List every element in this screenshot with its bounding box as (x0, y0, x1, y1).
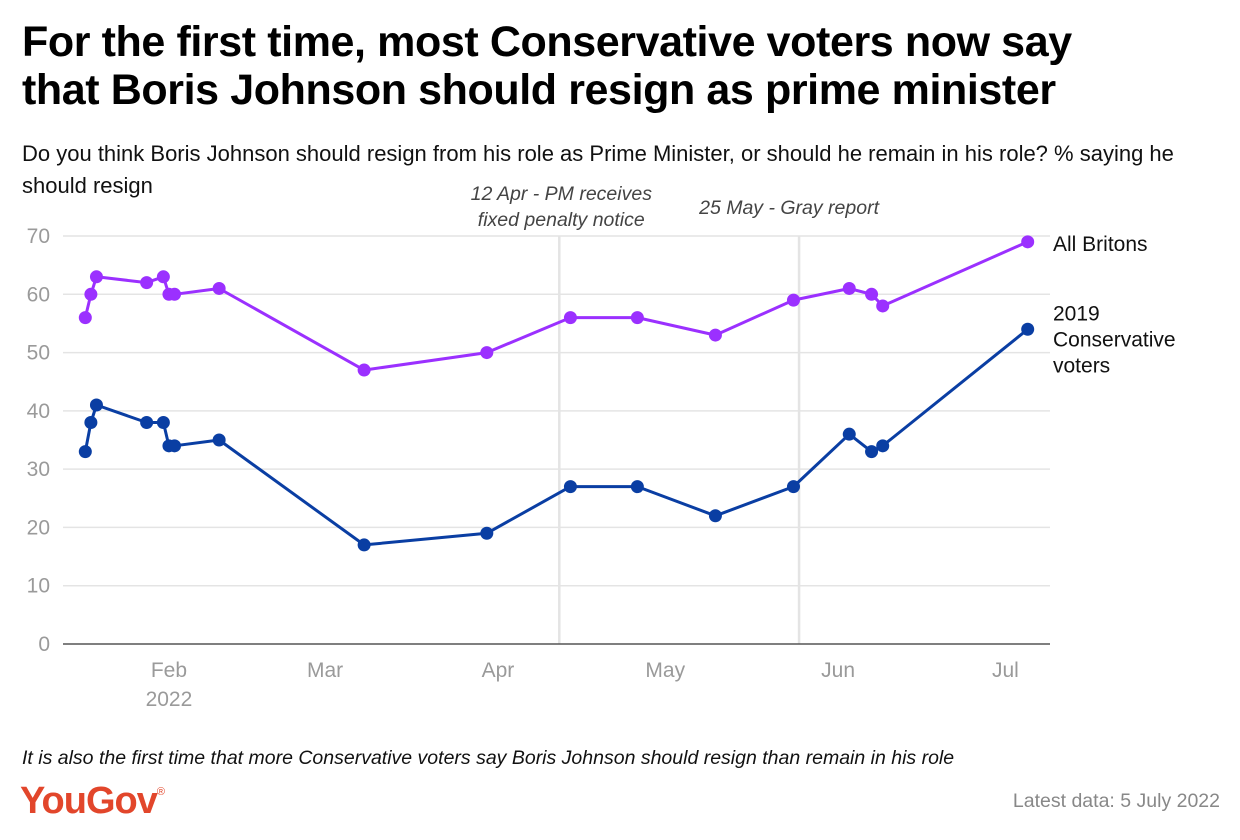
series-1-point-1 (78, 311, 92, 325)
yougov-logo: YouGov® (20, 780, 165, 822)
x-tick-label-apr: Apr (482, 659, 515, 682)
x-tick-sublabel-year: 2022 (146, 688, 193, 711)
series-2-point-9 (357, 538, 371, 552)
x-tick-label-mar: Mar (307, 659, 343, 682)
series-1-point-7 (168, 287, 182, 301)
y-tick-label-60: 60 (27, 283, 50, 306)
series-1-point-4 (140, 276, 154, 290)
x-tick-label-may: May (645, 659, 685, 682)
series-2-point-8 (212, 433, 226, 447)
series-2-point-7 (168, 439, 182, 453)
x-tick-label-jun: Jun (821, 659, 855, 682)
chart-title: For the first time, most Conservative vo… (22, 18, 1222, 114)
y-tick-label-30: 30 (27, 458, 50, 481)
x-tick-label-feb: Feb (151, 659, 187, 682)
series-2-point-14 (786, 480, 800, 494)
x-tick-label-jul: Jul (992, 659, 1019, 682)
series-1-point-16 (865, 287, 879, 301)
chart-title-line-2: that Boris Johnson should resign as prim… (22, 66, 1056, 114)
line-chart: 0 10 20 30 40 50 60 70 12 Apr - PM receives fixed… (27, 183, 1176, 711)
footnote: It is also the first time that more Cons… (22, 747, 955, 769)
series-1-point-14 (786, 293, 800, 307)
series-2-point-13 (708, 509, 722, 523)
series-2-point-10 (480, 526, 494, 540)
series-1-point-10 (480, 346, 494, 360)
series-2-point-16 (865, 445, 879, 459)
y-tick-label-50: 50 (27, 342, 50, 365)
series-2-point-2 (84, 416, 98, 430)
series-2-label-line-1: 2019 (1053, 302, 1100, 325)
series-1-point-11 (563, 311, 577, 325)
series-1-point-9 (357, 363, 371, 377)
annotation-1-line-2: fixed penalty notice (478, 209, 645, 231)
series-2-point-15 (842, 427, 856, 441)
chart-title-line-1: For the first time, most Conservative vo… (22, 18, 1072, 66)
series-1-point-12 (630, 311, 644, 325)
series-line-2 (83, 328, 1029, 547)
series-1-point-5 (156, 270, 170, 284)
series-1-point-3 (89, 270, 103, 284)
y-tick-label-20: 20 (27, 516, 50, 539)
annotation-2-line-1: 25 May - Gray report (698, 197, 880, 219)
series-2-point-11 (563, 480, 577, 494)
series-2-point-3 (89, 398, 103, 412)
series-1-point-15 (842, 281, 856, 295)
series-2-label-line-3: voters (1053, 354, 1110, 377)
chart-subtitle: Do you think Boris Johnson should resign… (22, 141, 1174, 198)
series-1-point-13 (708, 328, 722, 342)
series-1-point-18 (1021, 235, 1035, 249)
series-2-point-12 (630, 480, 644, 494)
series-2-point-1 (78, 445, 92, 459)
series-1-label-line-1: All Britons (1053, 233, 1148, 256)
series-2-point-4 (140, 416, 154, 430)
y-tick-label-10: 10 (27, 575, 50, 598)
y-tick-label-70: 70 (27, 225, 50, 248)
series-1-point-8 (212, 281, 226, 295)
series-2-point-17 (876, 439, 890, 453)
latest-data-note: Latest data: 5 July 2022 (1012, 790, 1220, 812)
y-tick-label-40: 40 (27, 400, 50, 423)
series-1-point-17 (876, 299, 890, 313)
series-2-point-5 (156, 416, 170, 430)
series-1-point-2 (84, 287, 98, 301)
y-tick-label-0: 0 (38, 633, 50, 656)
annotation-1-line-1: 12 Apr - PM receives (471, 183, 653, 205)
series-2-label-line-2: Conservative (1053, 328, 1176, 351)
series-2-point-18 (1021, 322, 1035, 336)
